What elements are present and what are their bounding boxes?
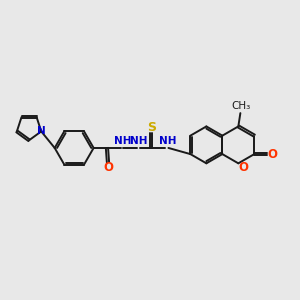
Text: NH: NH [114,136,131,146]
Text: NH: NH [130,136,148,146]
Text: O: O [268,148,278,160]
Text: N: N [37,126,46,136]
Text: NH: NH [159,136,176,146]
Text: CH₃: CH₃ [232,101,251,111]
Text: S: S [148,121,157,134]
Text: O: O [103,161,113,174]
Text: O: O [238,161,248,174]
